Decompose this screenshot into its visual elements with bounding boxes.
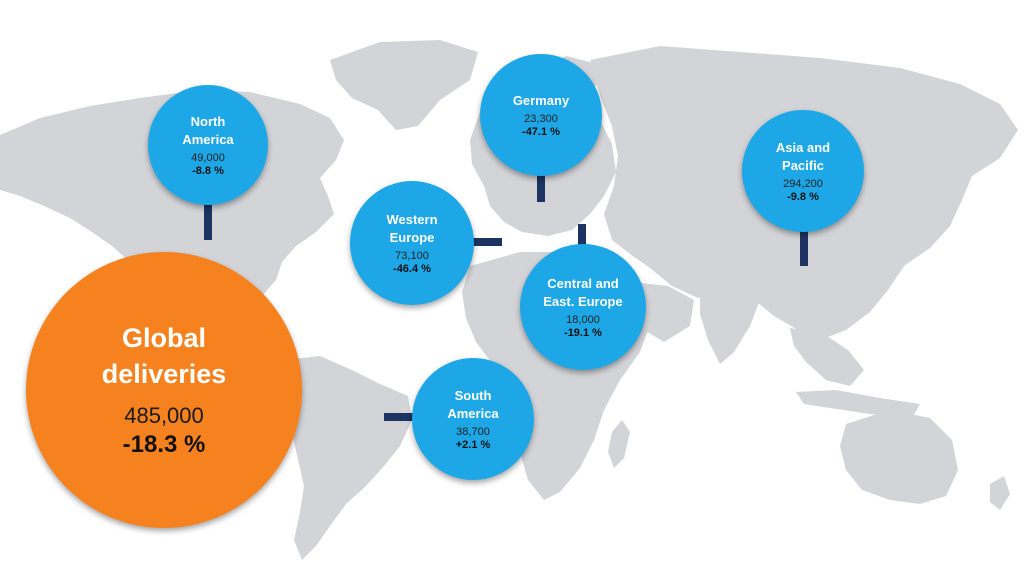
southeast-asia-landmass [790,328,864,386]
deliveries-value: 73,100 [395,249,429,262]
deliveries-value: 38,700 [456,425,490,438]
region-label: Western Europe [386,211,438,245]
bubble-global-deliveries: Global deliveries 485,000 -18.3 % [26,252,302,528]
deliveries-value: 23,300 [524,112,558,125]
bubble-germany: Germany 23,300 -47.1 % [480,54,602,176]
india-landmass [700,286,760,364]
bubble-central-east-europe: Central and East. Europe 18,000 -19.1 % [520,244,646,370]
south-america-landmass [278,356,412,560]
region-label: Central and East. Europe [543,275,623,309]
new-zealand-landmass [990,476,1010,510]
connector-central-east-europe [578,224,586,254]
change-value: +2.1 % [455,438,491,451]
greenland-landmass [330,40,478,130]
connector-south-america [384,413,420,421]
madagascar-landmass [608,420,630,468]
arabia-landmass [632,282,694,342]
deliveries-value: 294,200 [783,177,823,190]
bubble-south-america: South America 38,700 +2.1 % [412,358,534,480]
bubble-asia-pacific: Asia and Pacific 294,200 -9.8 % [742,110,864,232]
region-label: Germany [512,92,570,108]
change-value: -47.1 % [522,125,560,138]
connector-western-europe [472,238,502,246]
global-label: Global deliveries [101,323,227,389]
global-change-value: -18.3 % [122,431,206,458]
change-value: -46.4 % [393,262,431,275]
deliveries-value: 18,000 [566,313,600,326]
connector-north-america [204,198,212,240]
bubble-north-america: North America 49,000 -8.8 % [148,85,268,205]
change-value: -8.8 % [192,164,224,177]
change-value: -9.8 % [787,190,819,203]
bubble-western-europe: Western Europe 73,100 -46.4 % [350,181,474,305]
region-label: North America [182,113,234,147]
australia-landmass [840,410,958,504]
change-value: -19.1 % [564,326,602,339]
connector-asia-pacific [800,226,808,266]
connector-germany [537,168,545,202]
region-label: Asia and Pacific [775,139,831,173]
region-label: South America [447,387,499,421]
japan-landmass [912,198,944,250]
global-deliveries-value: 485,000 [124,403,204,428]
deliveries-value: 49,000 [191,151,225,164]
